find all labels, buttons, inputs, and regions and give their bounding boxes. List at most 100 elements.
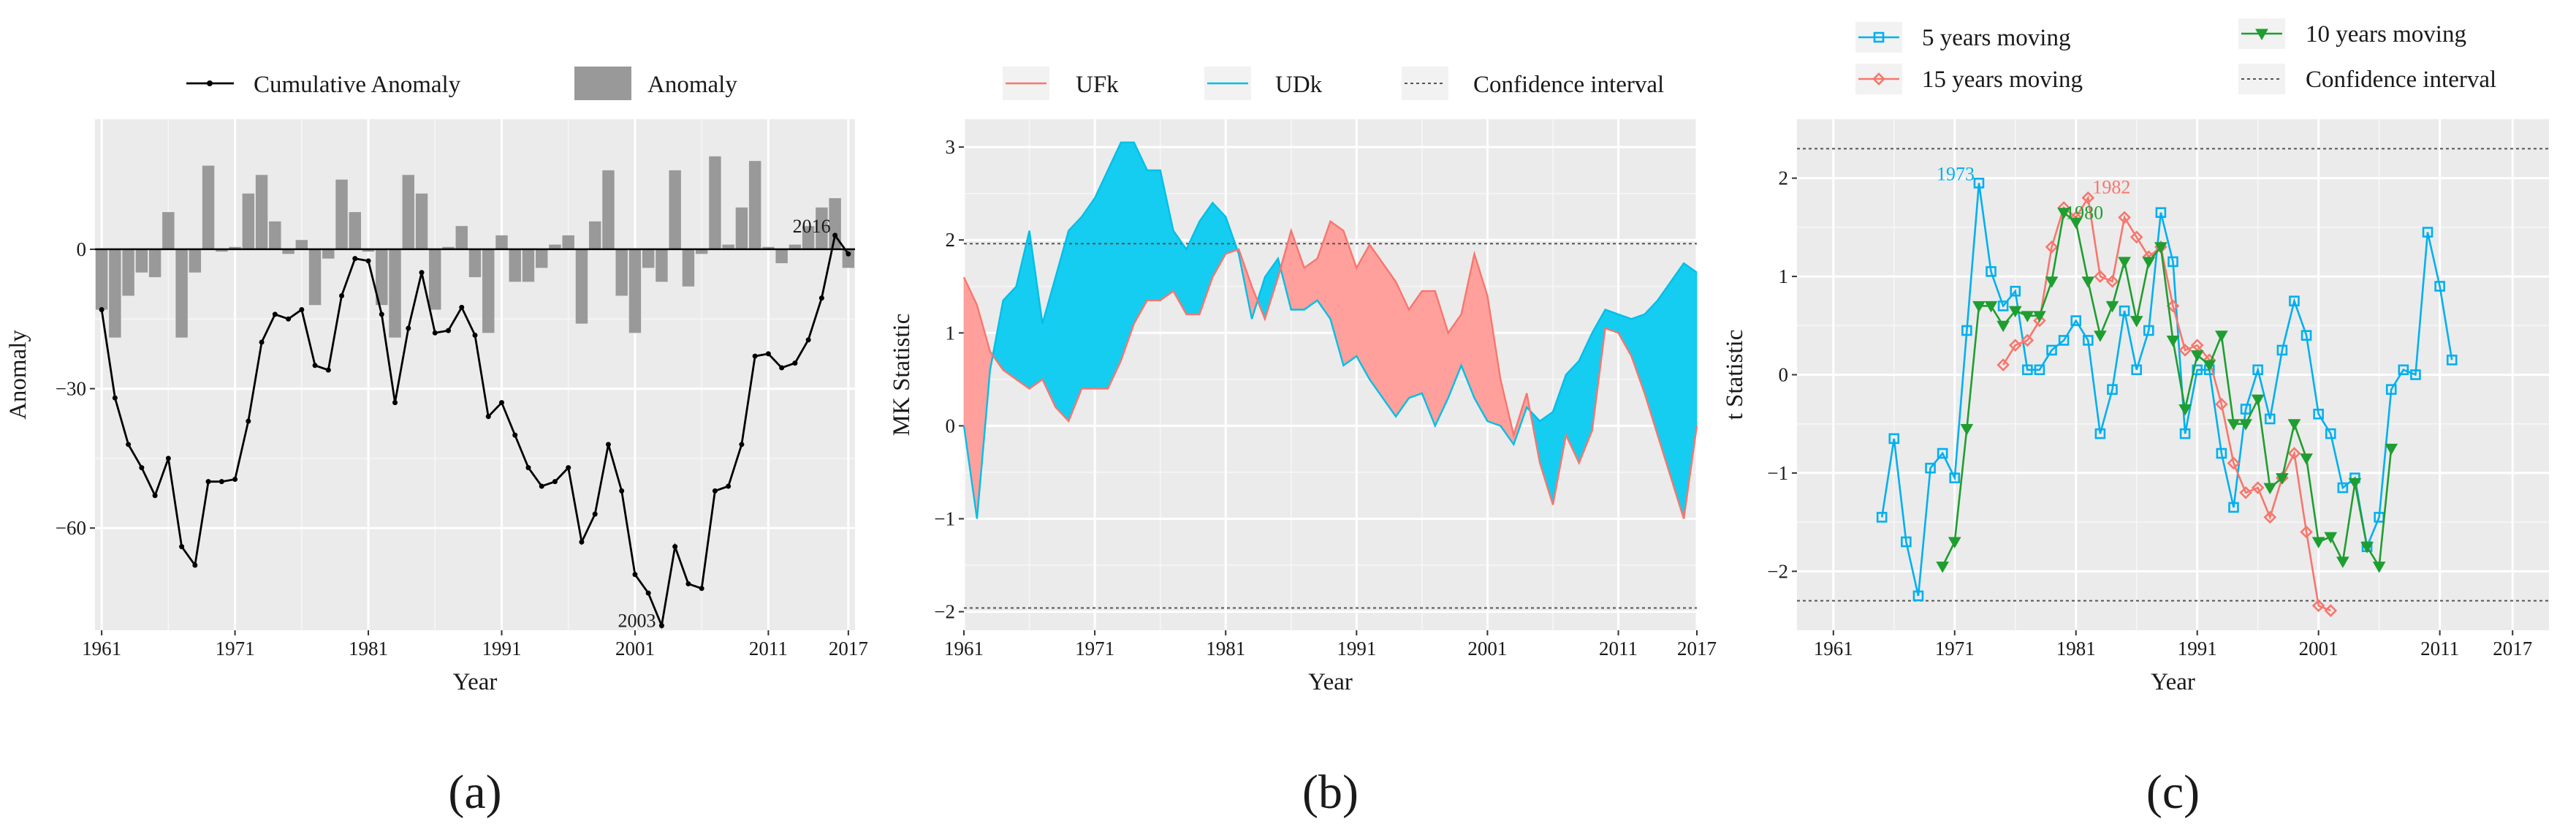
15-years-moving-line [2002, 194, 2331, 612]
10-years-moving-point [2215, 330, 2228, 342]
5-years-moving-point [2131, 364, 2143, 376]
anomaly-bar [748, 161, 761, 249]
5-years-moving-point [1912, 590, 1924, 602]
anomaly-bar [842, 249, 855, 268]
10-years-moving-point [2021, 311, 2034, 322]
15-years-moving-point [2129, 230, 2143, 244]
cumulative-anomaly-point [232, 476, 238, 482]
legend-label-anomaly: Anomaly [647, 72, 737, 98]
anomaly-bar [709, 156, 721, 249]
cumulative-anomaly-point [379, 311, 384, 317]
panel-b-x-tick-label: 2017 [1677, 638, 1717, 660]
panel-c-x-tick-label: 2011 [2420, 638, 2459, 660]
panel-a: 1961 1971 1981 1991 2001 2011 2017 0 −30 −60 Year A… [5, 67, 868, 819]
10-years-moving-point [2276, 473, 2289, 485]
panel-b-x-tick-label: 1961 [944, 638, 984, 660]
anomaly-bar [216, 249, 228, 252]
15-years-moving-point [2166, 299, 2180, 313]
cumulative-anomaly-point [672, 544, 678, 550]
panel-a-x-tick-label: 1981 [349, 638, 388, 660]
10-years-moving-point [2178, 404, 2192, 416]
5-years-moving-point [2276, 344, 2288, 356]
cumulative-anomaly-point [832, 233, 838, 238]
cumulative-anomaly-point [139, 465, 145, 471]
panel-c-y-tick-label: 0 [1779, 364, 1789, 386]
panel-a-label: (a) [448, 766, 501, 819]
anomaly-bar [802, 226, 815, 249]
5-years-moving-point [2422, 227, 2433, 238]
anomaly-bar [322, 249, 335, 259]
udk-above-fill [1133, 142, 1148, 325]
legend-label-ufk: UFk [1076, 72, 1119, 98]
panel-a-x-axis-title: Year [453, 669, 498, 695]
legend-label-15yr: 15 years moving [1922, 67, 2083, 93]
5-years-moving-point [2446, 355, 2458, 366]
5-years-moving-point [1901, 536, 1912, 548]
10-years-moving-point [2190, 350, 2204, 362]
cumulative-anomaly-point [658, 623, 664, 629]
panel-b-x-tick-label: 1971 [1075, 638, 1114, 660]
panel-c-x-tick-label: 1991 [2178, 638, 2217, 660]
cumulative-anomaly-point [846, 251, 851, 257]
15-years-moving-point [2300, 525, 2313, 539]
cumulative-anomaly-point [219, 479, 224, 485]
ufk-above-fill [1369, 243, 1383, 399]
5-years-moving-point [1925, 462, 1936, 474]
anomaly-bar [349, 212, 361, 249]
10-years-moving-point [2033, 311, 2046, 322]
panel-c-y-tick-label: 2 [1779, 167, 1789, 189]
5-years-moving-point [2083, 335, 2094, 346]
anomaly-bar [242, 193, 255, 249]
10-years-moving-point [2372, 562, 2386, 573]
panel-a-x-tick-label: 1971 [216, 638, 255, 660]
15-years-moving-point [2239, 485, 2252, 499]
10-years-moving-point [2227, 419, 2241, 431]
cumulative-anomaly-point [739, 442, 745, 447]
10-years-moving-point [2203, 360, 2216, 372]
anomaly-bar [656, 249, 668, 282]
panel-b-y-tick-label: 1 [946, 322, 956, 344]
5-years-moving-point [2434, 281, 2445, 292]
5-years-moving-point [2289, 295, 2300, 306]
15-years-moving-point [2033, 314, 2046, 328]
10-years-moving-point [1996, 320, 2010, 333]
panel-b-y-tick-label: −2 [934, 601, 955, 623]
panel-a-x-tick-label: 2017 [829, 638, 868, 660]
panel-a-y-tick-label: −30 [56, 378, 86, 400]
5-years-moving-point [1973, 178, 1985, 189]
legend-bar-swatch [574, 67, 631, 100]
10-years-moving-point [1960, 423, 1974, 436]
panel-c: 1961 1971 1981 1991 2001 2011 2017 2 1 0 −1 −2 Year t… [1722, 18, 2549, 819]
panel-a-x-tick-label: 1961 [82, 638, 121, 660]
annotation-2003: 2003 [618, 611, 656, 632]
panel-c-y-tick-label: −2 [1767, 560, 1788, 582]
panel-a-plot-background [95, 119, 855, 630]
panel-c-x-axis-title: Year [2151, 669, 2195, 695]
5-years-moving-point [2119, 305, 2130, 317]
10-years-moving-point [2360, 542, 2374, 553]
anomaly-bar [562, 235, 574, 249]
panel-b-x-tick-label: 2001 [1467, 638, 1507, 660]
10-years-moving-point [2142, 257, 2156, 268]
ufk-line [962, 219, 1698, 519]
annotation-1973: 1973 [1937, 163, 1975, 184]
panel-b-label: (b) [1302, 766, 1359, 819]
panel-b-y-tick-label: 0 [946, 415, 956, 437]
5-years-moving-point [2167, 256, 2178, 268]
10-years-moving-point [2094, 330, 2107, 342]
annotation-1980: 1980 [2065, 203, 2103, 224]
10-years-moving-point [1972, 301, 1986, 313]
cumulative-anomaly-point [419, 270, 425, 276]
15-years-moving-point [2311, 599, 2325, 613]
cumulative-anomaly-point [126, 442, 132, 447]
udk-above-fill [1003, 285, 1017, 380]
cumulative-anomaly-point [286, 316, 292, 322]
anomaly-bar [615, 249, 628, 296]
panel-c-x-tick-label: 2001 [2299, 638, 2338, 660]
15-years-moving-point [2287, 447, 2301, 460]
5-years-moving-point [1876, 512, 1888, 523]
panel-a-legend: Cumulative Anomaly Anomaly [186, 67, 737, 100]
udk-line [962, 141, 1698, 519]
10-years-moving-point [1936, 562, 1950, 573]
